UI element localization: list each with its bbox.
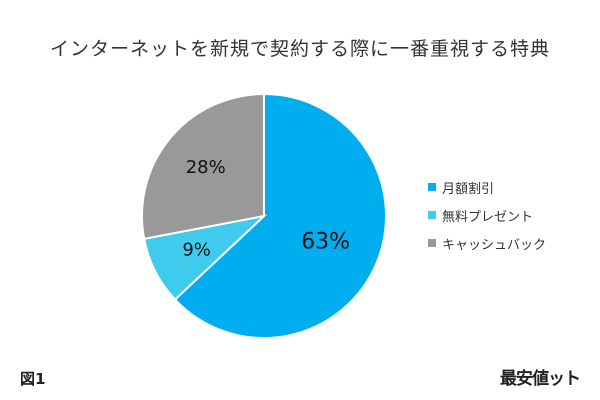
legend-item: 月額割引	[428, 173, 546, 201]
legend-label: 月額割引	[442, 181, 495, 197]
data-label: 63%	[301, 230, 350, 255]
pie-slice-1	[173, 92, 387, 339]
logo: 最安値ット	[500, 369, 581, 389]
data-label: 9%	[182, 239, 211, 260]
figure-label: 図1	[20, 370, 46, 388]
legend-item: キャッシュバック	[428, 229, 546, 257]
legend-label: 無料プレゼント	[442, 209, 534, 225]
legend-label: キャッシュバック	[442, 237, 547, 253]
chart-title: インターネットを新規で契約する際に一番重視する特典	[49, 38, 550, 60]
data-label: 28%	[186, 157, 226, 178]
legend-item: 無料プレゼント	[428, 201, 546, 229]
legend-swatch	[428, 239, 436, 247]
legend: 月額割引無料プレゼント キャッシュバック	[428, 173, 546, 257]
legend-swatch	[428, 211, 436, 219]
pie-slice-3	[141, 92, 265, 241]
legend-swatch	[428, 183, 436, 191]
